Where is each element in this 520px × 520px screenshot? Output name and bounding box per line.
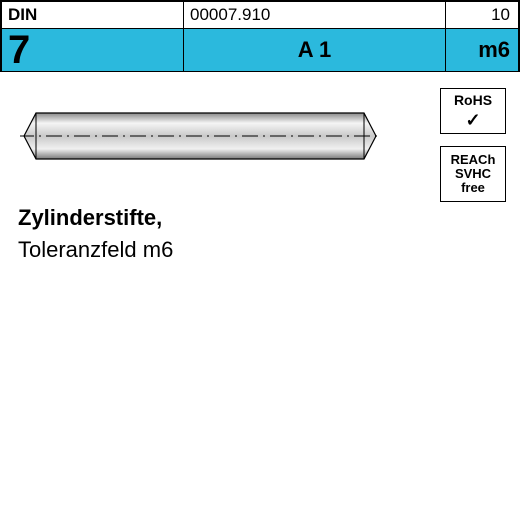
reach-badge: REACh SVHC free [440,146,506,202]
spec-card: DIN 00007.910 10 7 A 1 m6 [0,0,520,520]
reach-line-3: free [461,181,485,195]
check-icon: ✓ [465,111,480,129]
pin-drawing [20,106,510,171]
page-number: 10 [491,5,510,25]
rohs-badge: RoHS ✓ [440,88,506,134]
title-line-2: Toleranzfeld m6 [18,237,510,263]
std-number-cell: 7 [2,29,184,71]
std-label: DIN [8,5,37,25]
product-titles: Zylinderstifte, Toleranzfeld m6 [18,205,510,263]
rohs-label: RoHS [454,93,492,108]
page-cell: 10 [446,2,518,28]
title-line-1: Zylinderstifte, [18,205,510,231]
part-number: 00007.910 [190,5,270,25]
tolerance-cell: m6 [446,29,518,71]
material: A 1 [298,37,331,63]
std-number: 7 [8,28,30,73]
reach-line-1: REACh [451,153,496,167]
header-row-1: DIN 00007.910 10 [0,0,520,28]
tolerance: m6 [478,37,510,63]
reach-line-2: SVHC [455,167,491,181]
header-row-2: 7 A 1 m6 [0,28,520,72]
compliance-badges: RoHS ✓ REACh SVHC free [440,88,506,202]
std-label-cell: DIN [2,2,184,28]
part-number-cell: 00007.910 [184,2,446,28]
card-body: Zylinderstifte, Toleranzfeld m6 RoHS ✓ R… [0,72,520,273]
material-cell: A 1 [184,29,446,71]
pin-svg [20,106,380,166]
